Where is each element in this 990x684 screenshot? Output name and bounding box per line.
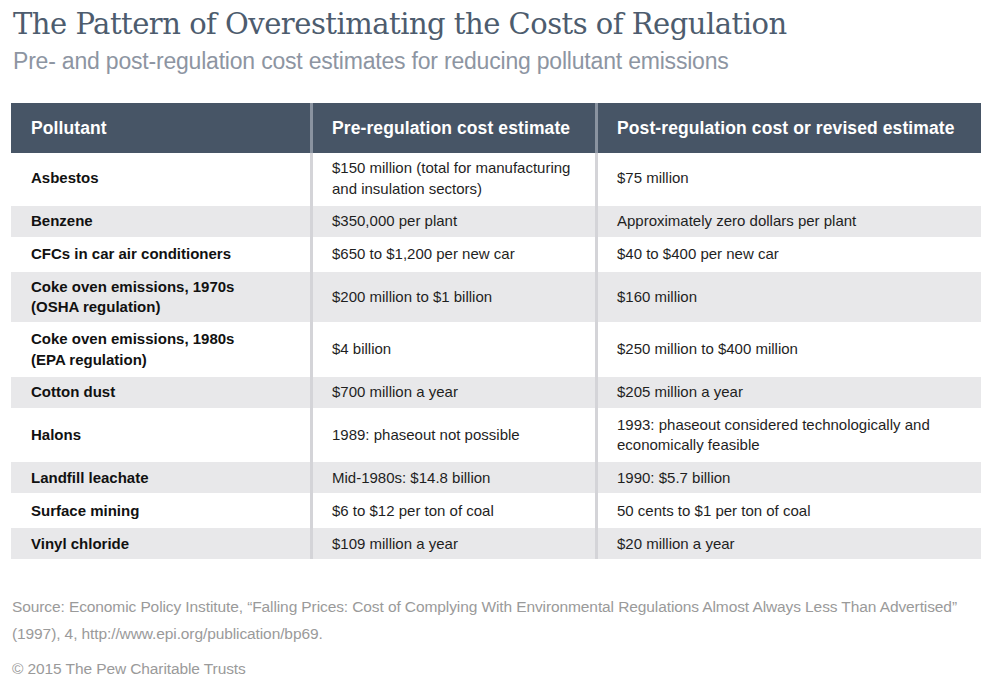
cell-pollutant: Surface mining	[11, 495, 311, 526]
cell-pollutant: Vinyl chloride	[11, 528, 311, 559]
cost-table: Pollutant Pre-regulation cost estimate P…	[11, 103, 981, 561]
cell-pre-estimate: $350,000 per plant	[311, 206, 596, 237]
header-cell-pre-regulation: Pre-regulation cost estimate	[311, 103, 596, 153]
cell-post-estimate: $20 million a year	[596, 528, 981, 559]
header-cell-post-regulation: Post-regulation cost or revised estimate	[596, 103, 981, 153]
cell-pollutant: Asbestos	[11, 153, 311, 204]
table-row: Surface mining $6 to $12 per ton of coal…	[11, 495, 981, 528]
source-note: Source: Economic Policy Institute, “Fall…	[12, 594, 984, 647]
cell-pollutant: Benzene	[11, 206, 311, 237]
cell-pre-estimate: $109 million a year	[311, 528, 596, 559]
cell-pre-estimate: Mid-1980s: $14.8 billion	[311, 462, 596, 493]
cell-post-estimate: $250 million to $400 million	[596, 324, 981, 375]
cell-pollutant: Cotton dust	[11, 377, 311, 408]
cell-pre-estimate: $650 to $1,200 per new car	[311, 239, 596, 270]
table-row: CFCs in car air conditioners $650 to $1,…	[11, 239, 981, 272]
cell-post-estimate: Approximately zero dollars per plant	[596, 206, 981, 237]
cell-pre-estimate: $700 million a year	[311, 377, 596, 408]
cell-pre-estimate: $200 million to $1 billion	[311, 272, 596, 323]
cell-post-estimate: $160 million	[596, 272, 981, 323]
cell-pollutant: Coke oven emissions, 1980s (EPA regulati…	[11, 324, 311, 375]
cell-pollutant: CFCs in car air conditioners	[11, 239, 311, 270]
table-body: Asbestos $150 million (total for manufac…	[11, 153, 981, 561]
cell-pollutant: Landfill leachate	[11, 462, 311, 493]
cell-post-estimate: $205 million a year	[596, 377, 981, 408]
cell-pre-estimate: $6 to $12 per ton of coal	[311, 495, 596, 526]
cell-post-estimate: 50 cents to $1 per ton of coal	[596, 495, 981, 526]
cell-post-estimate: $40 to $400 per new car	[596, 239, 981, 270]
table-row: Halons 1989: phaseout not possible 1993:…	[11, 410, 981, 463]
cell-pre-estimate: $150 million (total for manufacturing an…	[311, 153, 596, 204]
cell-pollutant: Halons	[11, 410, 311, 461]
cell-pre-estimate: $4 billion	[311, 324, 596, 375]
table-row: Cotton dust $700 million a year $205 mil…	[11, 377, 981, 410]
cell-post-estimate: $75 million	[596, 153, 981, 204]
table-row: Vinyl chloride $109 million a year $20 m…	[11, 528, 981, 561]
footer: Source: Economic Policy Institute, “Fall…	[12, 594, 984, 678]
table-header-row: Pollutant Pre-regulation cost estimate P…	[11, 103, 981, 153]
table-row: Benzene $350,000 per plant Approximately…	[11, 206, 981, 239]
cell-pre-estimate: 1989: phaseout not possible	[311, 410, 596, 461]
page-title: The Pattern of Overestimating the Costs …	[13, 8, 980, 41]
table-row: Landfill leachate Mid-1980s: $14.8 billi…	[11, 462, 981, 495]
cell-post-estimate: 1990: $5.7 billion	[596, 462, 981, 493]
copyright-note: © 2015 The Pew Charitable Trusts	[12, 660, 984, 678]
cell-post-estimate: 1993: phaseout considered technologicall…	[596, 410, 981, 461]
cell-pollutant: Coke oven emissions, 1970s (OSHA regulat…	[11, 272, 311, 323]
infographic-page: The Pattern of Overestimating the Costs …	[0, 0, 990, 678]
header-cell-pollutant: Pollutant	[11, 103, 311, 153]
table-row: Asbestos $150 million (total for manufac…	[11, 153, 981, 206]
table-row: Coke oven emissions, 1980s (EPA regulati…	[11, 324, 981, 377]
page-subtitle: Pre- and post-regulation cost estimates …	[13, 48, 980, 75]
table-row: Coke oven emissions, 1970s (OSHA regulat…	[11, 272, 981, 325]
